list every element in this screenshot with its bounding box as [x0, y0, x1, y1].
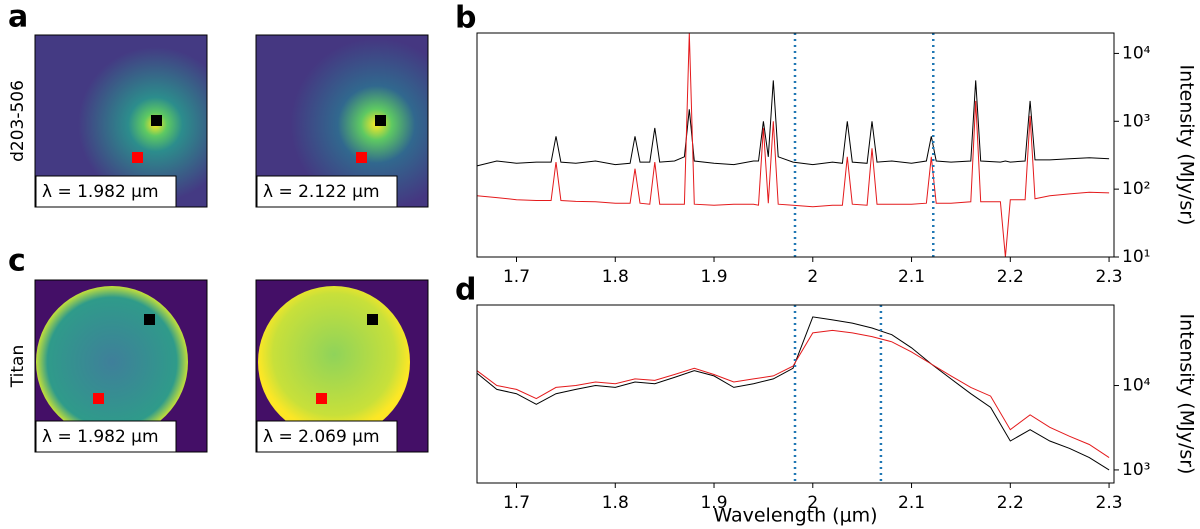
- marker: [132, 152, 143, 163]
- marker: [356, 152, 367, 163]
- caption-box: [256, 420, 398, 453]
- y-axis-label: Intensity (MJy/sr): [1176, 65, 1198, 226]
- marker: [367, 314, 378, 325]
- caption-box: [256, 175, 398, 208]
- y-tick-label: 10³: [1122, 460, 1150, 480]
- y-tick-label: 10⁴: [1122, 376, 1151, 396]
- series-line: [476, 329, 1110, 459]
- caption-box: [35, 420, 177, 453]
- x-tick-label: 1.8: [602, 493, 629, 513]
- caption: λ = 1.982 μm: [42, 182, 159, 202]
- y-tick-label: 10¹: [1122, 247, 1150, 267]
- marker: [316, 393, 327, 404]
- x-tick-label: 2.2: [997, 493, 1024, 513]
- series-line: [476, 32, 1110, 258]
- image-row-a: a d203-506 λ = 1.982 μm λ = 2.122 μm: [8, 0, 429, 208]
- plot-frame: [476, 304, 1115, 484]
- x-tick-label: 1.9: [700, 493, 727, 513]
- row-label: d203-506: [8, 80, 28, 162]
- panel-label: a: [8, 0, 28, 35]
- x-axis-label: Wavelength (μm): [713, 505, 877, 527]
- marker: [144, 314, 155, 325]
- x-tick-label: 2.1: [898, 493, 925, 513]
- x-tick-label: 2.3: [1096, 267, 1123, 287]
- x-tick-label: 1.7: [503, 493, 530, 513]
- marker: [151, 115, 162, 126]
- caption: λ = 2.069 μm: [263, 427, 380, 447]
- row-label: Titan: [8, 345, 28, 388]
- y-tick-label: 10⁴: [1122, 43, 1151, 63]
- series-line: [476, 316, 1110, 471]
- x-tick-label: 2.3: [1096, 493, 1123, 513]
- x-tick-label: 2: [807, 493, 818, 513]
- disk: [258, 286, 410, 438]
- x-tick-label: 1.9: [700, 267, 727, 287]
- marker: [93, 393, 104, 404]
- x-tick-label: 2.1: [898, 267, 925, 287]
- panel-label: c: [8, 244, 26, 279]
- x-tick-label: 1.8: [602, 267, 629, 287]
- disk: [36, 286, 188, 438]
- image-row-c: c Titan λ = 1.982 μm λ = 2.069 μm: [8, 244, 429, 453]
- caption: λ = 2.122 μm: [263, 182, 380, 202]
- x-tick-label: 1.7: [503, 267, 530, 287]
- caption-box: [35, 175, 177, 208]
- panel-label: d: [455, 273, 476, 308]
- x-tick-label: 2: [807, 267, 818, 287]
- y-tick-label: 10²: [1122, 179, 1150, 199]
- y-tick-label: 10³: [1122, 111, 1150, 131]
- panel-label: b: [455, 1, 476, 36]
- marker: [375, 115, 386, 126]
- x-tick-label: 2.2: [997, 267, 1024, 287]
- series-line: [476, 80, 1110, 167]
- caption: λ = 1.982 μm: [42, 427, 159, 447]
- y-axis-label: Intensity (MJy/sr): [1176, 314, 1198, 475]
- plot-frame: [476, 32, 1115, 258]
